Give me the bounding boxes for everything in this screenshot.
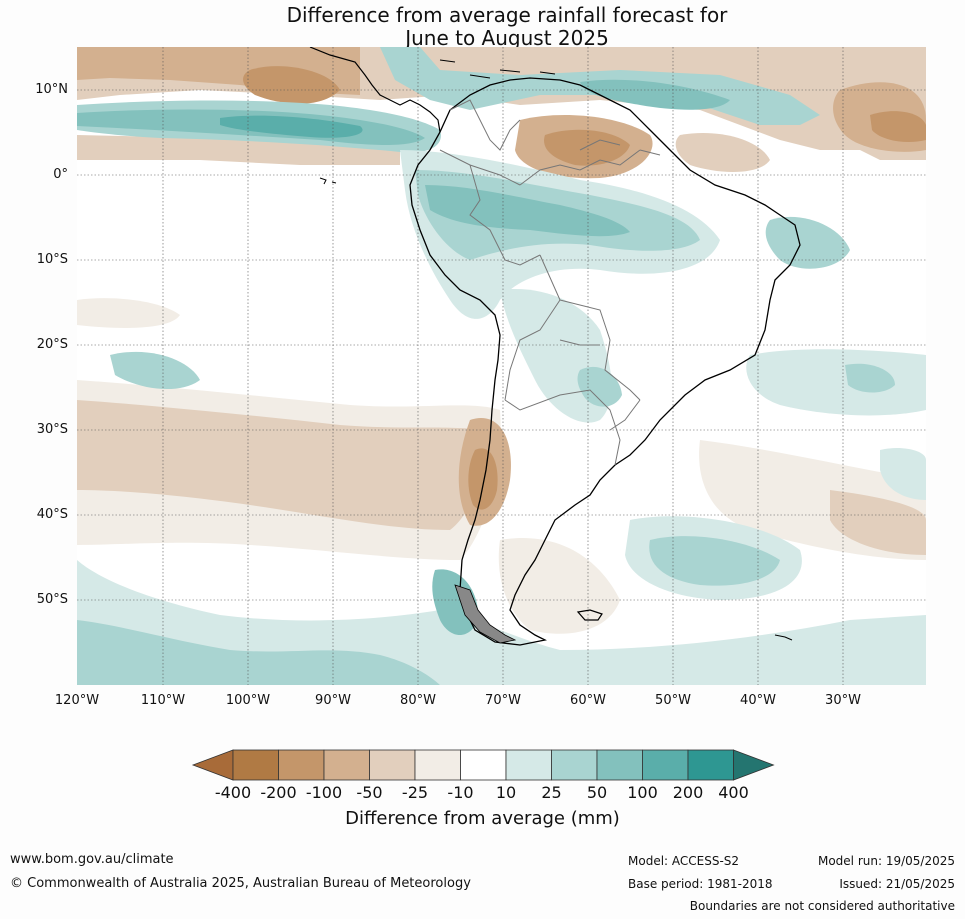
colorbar-cell: [414, 749, 461, 781]
lon-label-110w: 110°W: [140, 693, 186, 708]
colorbar-tick-label: -50: [356, 783, 383, 802]
anomaly-region-east-atlantic-wet: [746, 349, 926, 416]
base-period-text: Base period: 1981-2018: [628, 877, 773, 891]
lat-label-20s: 20°S: [36, 337, 68, 352]
anomaly-region-amazon-wet-3: [425, 185, 630, 237]
lon-label-50w: 50°W: [655, 693, 691, 708]
colorbar-cell: [278, 749, 325, 781]
colorbar-cells: [191, 749, 775, 781]
colorbar-tick-label: 25: [541, 783, 562, 802]
lon-label-70w: 70°W: [485, 693, 521, 708]
anomaly-region-south-atlantic-wet-2: [649, 536, 780, 586]
colorbar-tick-label: 100: [627, 783, 658, 802]
colorbar-cell: [642, 749, 689, 781]
colorbar-cell: [323, 749, 370, 781]
anomaly-region-southern-ocean-wet-2: [77, 620, 440, 685]
anomaly-region-bolivia-wet-2: [577, 366, 622, 407]
lon-label-30w: 30°W: [825, 693, 861, 708]
title-line-1: Difference from average rainfall forecas…: [286, 3, 728, 27]
colorbar-extend-high: [733, 749, 775, 781]
lat-label-10s: 10°S: [36, 252, 68, 267]
anomaly-region-north-dry-5: [870, 111, 926, 142]
colorbar-cell: [232, 749, 279, 781]
lon-label-80w: 80°W: [400, 693, 436, 708]
anomaly-region-venezuela-dry-2: [544, 129, 630, 166]
country-borders: [439, 99, 661, 466]
anomaly-region-northeast-brazil-wet: [765, 216, 850, 269]
tierra-del-fuego: [454, 584, 517, 644]
south-georgia: [774, 634, 793, 641]
colorbar-cell: [687, 749, 734, 781]
lon-label-120w: 120°W: [54, 693, 100, 708]
issued-text: Issued: 21/05/2025: [839, 877, 955, 891]
falkland-islands: [576, 609, 603, 621]
map-plot-area: [77, 47, 926, 685]
colorbar-extend-low: [191, 749, 234, 781]
south-america-coastline: [409, 77, 801, 646]
disclaimer-text: Boundaries are not considered authoritat…: [689, 899, 955, 913]
colorbar-cell: [551, 749, 598, 781]
anomaly-region-east-atlantic-wet-2: [845, 363, 895, 393]
colorbar-tick-label: 200: [672, 783, 704, 802]
copyright-text: © Commonwealth of Australia 2025, Austra…: [10, 876, 471, 891]
colorbar-tick-label: -200: [260, 783, 297, 802]
lon-label-90w: 90°W: [315, 693, 351, 708]
colorbar-tick-label: -10: [447, 783, 474, 802]
lat-label-10n: 10°N: [35, 82, 68, 97]
anomaly-region-south-pacific-dry-2: [77, 400, 481, 530]
website-link[interactable]: www.bom.gov.au/climate: [10, 852, 174, 867]
colorbar-tick-label: 10: [495, 783, 517, 802]
model-run-text: Model run: 19/05/2025: [817, 854, 955, 868]
anomaly-region-caribbean-wet-2: [580, 79, 730, 110]
colorbar-cell: [460, 749, 507, 781]
colorbar-tick-label: 400: [718, 783, 749, 802]
lon-label-40w: 40°W: [740, 693, 776, 708]
title-line-2: June to August 2025: [405, 26, 609, 50]
anomaly-region-atlantic-dry-2: [830, 490, 926, 555]
anomaly-region-drake-wet: [432, 569, 479, 635]
lat-label-0: 0°: [53, 167, 68, 182]
lon-label-60w: 60°W: [570, 693, 606, 708]
galapagos-islands: [319, 177, 337, 185]
rainfall-anomaly-map: [77, 47, 926, 685]
colorbar-tick-label: -25: [401, 783, 429, 802]
anomaly-region-itcz-wet-3: [220, 115, 363, 138]
lat-label-40s: 40°S: [36, 507, 68, 522]
colorbar-cell: [505, 749, 552, 781]
lat-label-30s: 30°S: [36, 422, 68, 437]
colorbar-title: Difference from average (mm): [345, 808, 620, 829]
colorbar-tick-label: -400: [214, 783, 252, 802]
anomaly-region-chile-dry-2: [468, 448, 498, 510]
colorbar: [191, 749, 775, 781]
lat-label-50s: 50°S: [36, 592, 68, 607]
colorbar-tick-label: -100: [305, 783, 343, 802]
central-america-coastline: [309, 47, 441, 133]
lon-label-100w: 100°W: [225, 693, 271, 708]
model-text: Model: ACCESS-S2: [628, 854, 740, 868]
anomaly-region-pacific-wet-patch: [110, 351, 200, 390]
caribbean-islands: [439, 59, 556, 79]
map-title: Difference from average rainfall forecas…: [0, 4, 965, 50]
colorbar-cell: [369, 749, 416, 781]
anomaly-region-atlantic-wet-strip: [880, 448, 926, 500]
anomaly-region-pacific-dry-patch: [77, 298, 180, 328]
colorbar-tick-label: 50: [586, 783, 608, 802]
anomaly-region-north-dry-3: [243, 66, 340, 104]
colorbar-cell: [596, 749, 643, 781]
anomaly-region-guyana-dry: [675, 132, 770, 172]
graticule: [77, 47, 926, 685]
